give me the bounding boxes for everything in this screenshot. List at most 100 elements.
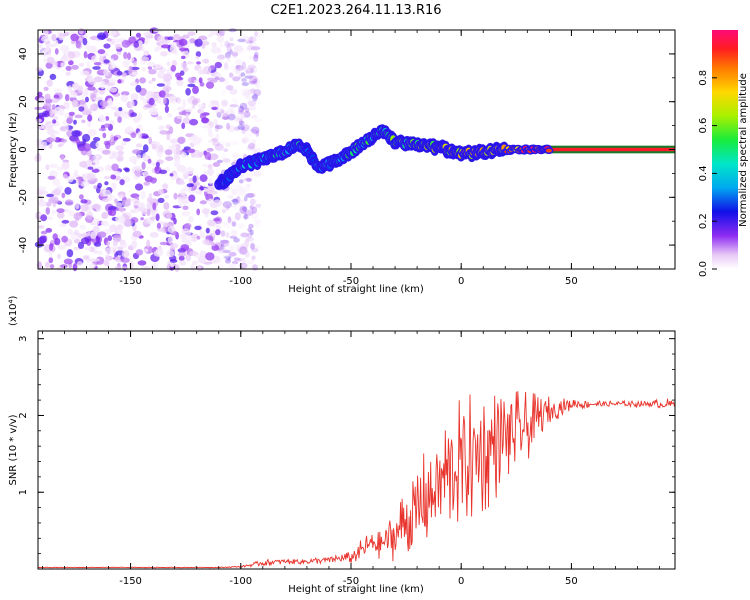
heatmap-cell	[67, 85, 73, 93]
heatmap-cell	[181, 169, 187, 175]
heatmap-cell	[244, 131, 249, 139]
heatmap-cell	[233, 98, 238, 107]
heatmap-cell	[141, 161, 146, 170]
heatmap-cell	[56, 254, 62, 259]
heatmap-cell	[54, 237, 61, 246]
heatmap-cell	[45, 164, 50, 171]
heatmap-cell	[125, 198, 131, 202]
heatmap-cell	[63, 173, 68, 179]
heatmap-cell	[252, 148, 257, 154]
heatmap-cell	[229, 235, 237, 239]
heatmap-cell	[39, 196, 44, 203]
heatmap-cell	[215, 133, 220, 140]
heatmap-cell	[240, 124, 250, 132]
spectrogram-x-label: Height of straight line (km)	[288, 284, 424, 295]
heatmap-cell	[236, 196, 241, 204]
heatmap-cell	[254, 221, 261, 228]
heatmap-cell	[86, 77, 94, 83]
heatmap-cell	[250, 88, 256, 94]
heatmap-cell	[74, 229, 79, 236]
heatmap-cell	[109, 224, 117, 233]
heatmap-cell	[51, 34, 57, 42]
heatmap-cell	[163, 202, 170, 210]
heatmap-cell	[93, 137, 101, 142]
heatmap-cell	[132, 230, 142, 238]
heatmap-cell	[147, 66, 153, 70]
heatmap-cell	[80, 237, 90, 245]
heatmap-cell	[153, 250, 163, 257]
heatmap-cell	[199, 82, 205, 87]
heatmap-cell	[185, 88, 191, 96]
heatmap-cell	[119, 179, 125, 186]
heatmap-cell	[66, 249, 74, 258]
heatmap-cell	[173, 192, 178, 200]
heatmap-cell	[207, 164, 213, 169]
heatmap-cell	[251, 126, 260, 135]
heatmap-cell	[121, 250, 130, 258]
heatmap-cell	[201, 208, 210, 215]
heatmap-cell	[228, 113, 237, 120]
heatmap-cell	[221, 99, 229, 104]
heatmap-cell	[231, 98, 237, 103]
heatmap-cell	[110, 174, 117, 180]
heatmap-cell	[167, 236, 174, 245]
heatmap-cell	[246, 76, 255, 82]
heatmap-cell	[149, 231, 159, 238]
heatmap-cell	[243, 111, 251, 118]
heatmap-cell	[191, 104, 196, 109]
heatmap-cell	[71, 130, 81, 137]
heatmap-cell	[83, 87, 89, 97]
heatmap-cell	[228, 252, 237, 257]
heatmap-cell	[187, 77, 196, 84]
heatmap-cell	[246, 144, 256, 149]
heatmap-cell	[154, 47, 159, 52]
heatmap-cell	[217, 54, 226, 60]
heatmap-cell	[142, 153, 148, 161]
heatmap-cell	[218, 263, 224, 270]
heatmap-cell	[182, 66, 189, 72]
heatmap-cell	[130, 81, 138, 87]
heatmap-cell	[239, 246, 248, 255]
heatmap-cell	[64, 187, 72, 195]
y-tick-label: 1	[18, 489, 29, 495]
heatmap-cell	[123, 51, 128, 60]
heatmap-cell	[64, 94, 70, 102]
heatmap-cell	[86, 247, 92, 252]
heatmap-cell	[199, 250, 207, 257]
heatmap-cell	[49, 264, 55, 269]
heatmap-cell	[163, 222, 170, 228]
heatmap-cell	[250, 199, 259, 204]
heatmap-cell	[212, 199, 223, 207]
heatmap-cell	[45, 62, 53, 69]
heatmap-cell	[47, 175, 56, 180]
heatmap-cell	[140, 56, 150, 62]
heatmap-cell	[37, 97, 46, 105]
heatmap-cell	[233, 237, 240, 243]
heatmap-cell	[209, 29, 214, 36]
heatmap-cell	[181, 122, 186, 129]
heatmap-cell	[71, 83, 78, 89]
heatmap-cell	[67, 210, 75, 217]
y-tick-label: 2	[18, 412, 29, 418]
heatmap-cell	[241, 257, 246, 263]
heatmap-cell	[194, 225, 202, 231]
heatmap-cell	[150, 208, 155, 215]
heatmap-cell	[231, 216, 237, 225]
heatmap-cell	[205, 252, 215, 261]
heatmap-cell	[250, 198, 256, 205]
heatmap-cell	[149, 216, 156, 221]
heatmap-cell	[95, 141, 101, 148]
heatmap-cell	[226, 56, 231, 62]
heatmap-cell	[213, 217, 221, 222]
heatmap-cell	[210, 79, 218, 83]
heatmap-cell	[228, 245, 233, 253]
heatmap-cell	[226, 107, 233, 115]
heatmap-cell	[251, 95, 258, 99]
heatmap-cell	[249, 68, 254, 73]
snr-x-label: Height of straight line (km)	[288, 584, 424, 595]
heatmap-cell	[110, 134, 115, 143]
heatmap-cell	[69, 91, 78, 98]
heatmap-cell	[197, 35, 208, 41]
heatmap-cell	[121, 242, 128, 249]
heatmap-cell	[239, 102, 248, 110]
